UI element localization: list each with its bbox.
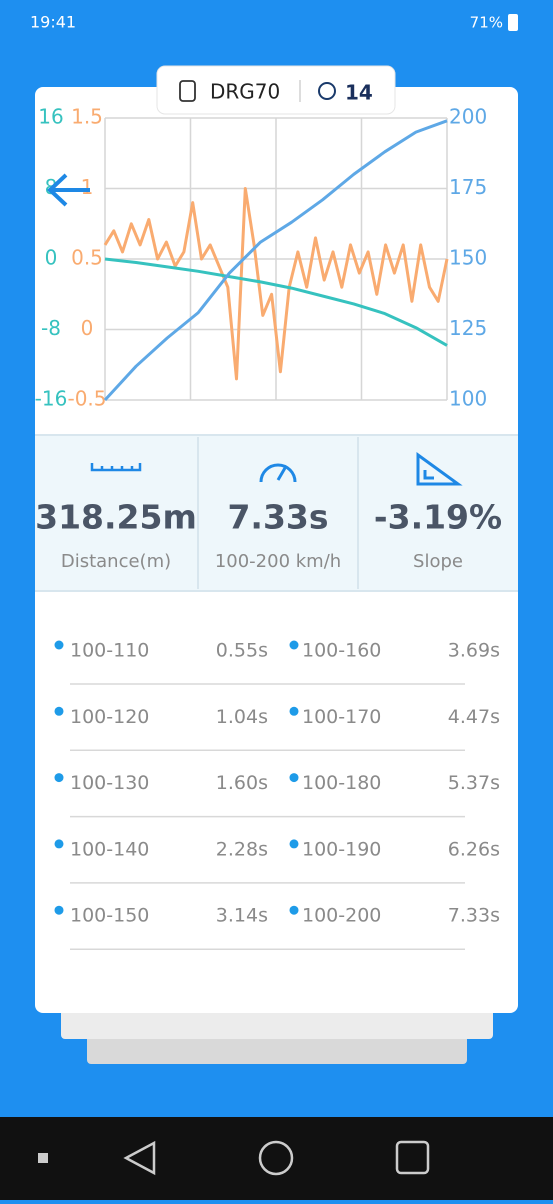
y-tick-label: 125 bbox=[449, 316, 487, 340]
y2-tick-label: -0.5 bbox=[67, 387, 106, 411]
stat-label: Slope bbox=[413, 551, 463, 572]
speed-icon bbox=[276, 467, 287, 481]
device-chip[interactable] bbox=[156, 65, 396, 115]
y2-tick-label: 1.5 bbox=[71, 105, 103, 129]
split-time: 7.33s bbox=[448, 905, 500, 927]
back-arrow[interactable] bbox=[47, 173, 90, 207]
split-dot bbox=[54, 839, 64, 849]
distance-icon bbox=[90, 463, 142, 472]
device-icon bbox=[179, 80, 196, 102]
card-shadow bbox=[61, 1005, 493, 1039]
split-range: 100-120 bbox=[70, 706, 149, 728]
split-time: 0.55s bbox=[216, 640, 268, 662]
split-time: 6.26s bbox=[448, 838, 500, 860]
stat-value: 318.25m bbox=[35, 498, 197, 537]
y3-tick-label: 16 bbox=[38, 105, 63, 129]
satellite-icon bbox=[318, 82, 336, 100]
status-time: 19:41 bbox=[30, 13, 76, 32]
stat-label: 100-200 km/h bbox=[215, 551, 341, 572]
battery-icon bbox=[508, 14, 518, 31]
split-dot bbox=[289, 706, 299, 716]
nav-home[interactable] bbox=[258, 1140, 294, 1176]
y-tick-label: 175 bbox=[449, 175, 487, 199]
split-time: 1.04s bbox=[216, 706, 268, 728]
device-name: DRG70 bbox=[210, 80, 280, 104]
slope-icon bbox=[416, 452, 463, 486]
split-time: 3.14s bbox=[216, 905, 268, 927]
split-time: 5.37s bbox=[448, 772, 500, 794]
stats-panel bbox=[35, 435, 518, 591]
nav-overview[interactable] bbox=[395, 1140, 430, 1175]
split-dot bbox=[289, 905, 299, 915]
y3-tick-label: -16 bbox=[35, 387, 68, 411]
y2-tick-label: 0.5 bbox=[71, 246, 103, 270]
nav-recent-dot[interactable] bbox=[38, 1153, 48, 1163]
split-range: 100-170 bbox=[302, 706, 381, 728]
split-time: 2.28s bbox=[216, 838, 268, 860]
splits: 100-110 0.55s 100-160 3.69s 100-120 1.04s 100-… bbox=[54, 640, 500, 950]
split-range: 100-140 bbox=[70, 838, 149, 860]
stat-value: 7.33s bbox=[227, 498, 328, 537]
stat-value: -3.19% bbox=[374, 498, 502, 537]
split-dot bbox=[54, 640, 64, 650]
y3-tick-label: 0 bbox=[45, 246, 58, 270]
split-dot bbox=[54, 905, 64, 915]
split-dot bbox=[289, 773, 299, 783]
series-line bbox=[103, 187, 449, 381]
split-range: 100-190 bbox=[302, 838, 381, 860]
nav-back[interactable] bbox=[123, 1140, 156, 1176]
split-range: 100-130 bbox=[70, 772, 149, 794]
stat-label: Distance(m) bbox=[61, 551, 171, 572]
split-range: 100-160 bbox=[302, 640, 381, 662]
split-range: 100-150 bbox=[70, 905, 149, 927]
split-range: 100-200 bbox=[302, 905, 381, 927]
split-time: 4.47s bbox=[448, 706, 500, 728]
nav-bar bbox=[0, 1117, 553, 1200]
stats: 318.25m Distance(m) 7.33s 100-200 km/h -3.19… bbox=[35, 498, 502, 573]
split-dot bbox=[289, 640, 299, 650]
split-dot bbox=[54, 773, 64, 783]
split-dot bbox=[289, 839, 299, 849]
y-tick-label: 200 bbox=[449, 105, 487, 129]
y-tick-label: 100 bbox=[449, 387, 487, 411]
y2-tick-label: 1 bbox=[81, 175, 94, 199]
y-tick-label: 150 bbox=[449, 246, 487, 270]
series-line bbox=[103, 119, 448, 402]
split-range: 100-110 bbox=[70, 640, 149, 662]
y3-tick-label: -8 bbox=[41, 316, 61, 340]
satellite-count: 14 bbox=[345, 81, 373, 105]
split-range: 100-180 bbox=[302, 772, 381, 794]
series-line bbox=[104, 257, 448, 347]
split-dot bbox=[54, 706, 64, 716]
speed-icon bbox=[259, 463, 297, 483]
status-battery: 71% bbox=[470, 14, 503, 32]
y2-tick-label: 0 bbox=[81, 316, 94, 340]
split-time: 3.69s bbox=[448, 640, 500, 662]
split-time: 1.60s bbox=[216, 772, 268, 794]
